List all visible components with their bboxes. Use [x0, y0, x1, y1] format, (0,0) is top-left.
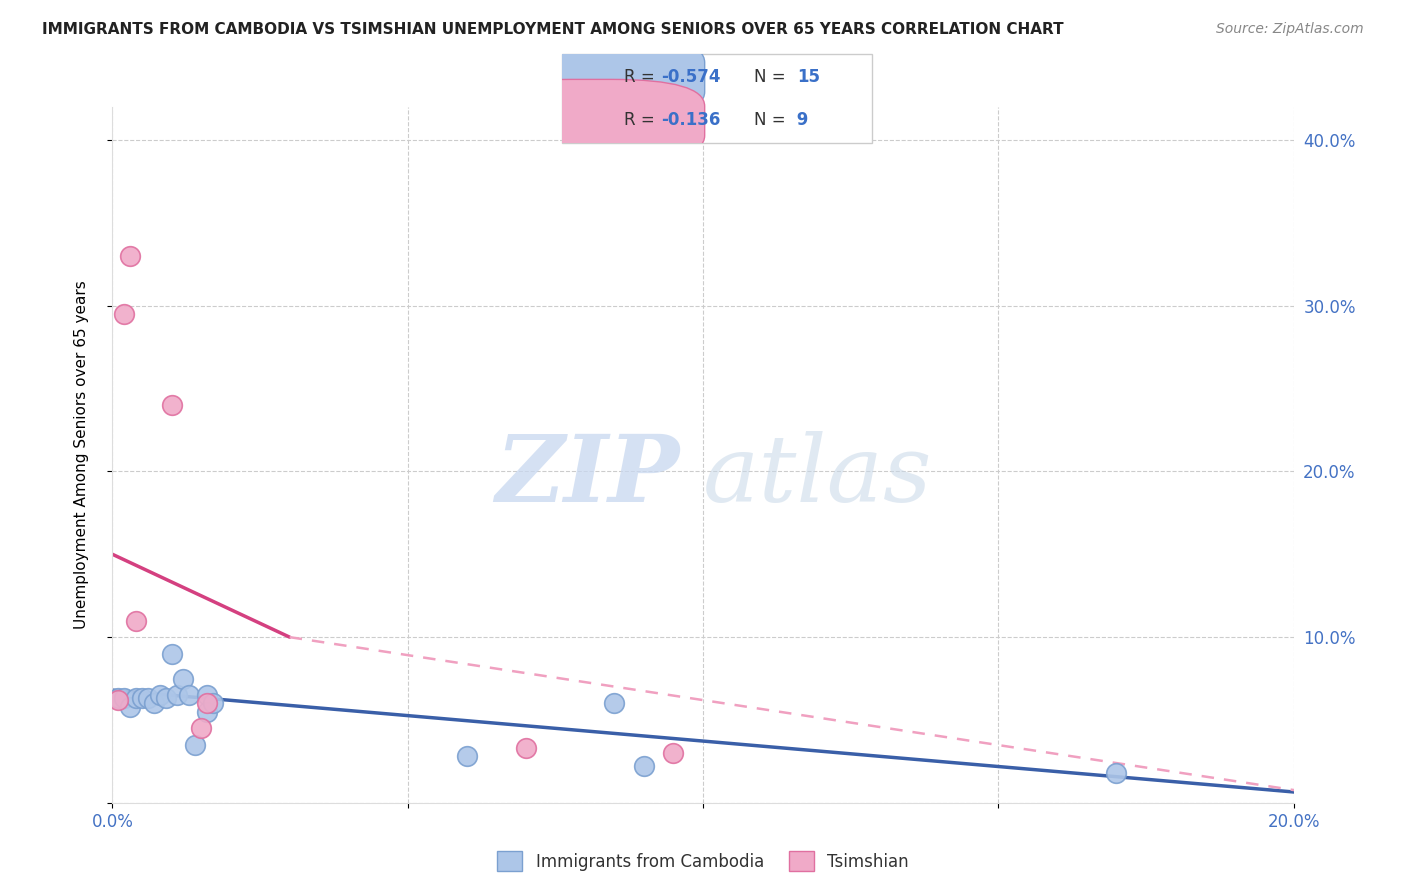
Point: [603, 697, 626, 711]
Point: [633, 759, 655, 773]
Text: N =: N =: [754, 68, 792, 86]
Legend: Immigrants from Cambodia, Tsimshian: Immigrants from Cambodia, Tsimshian: [491, 845, 915, 878]
Point: [184, 738, 207, 752]
Point: [149, 688, 172, 702]
Point: [125, 691, 148, 706]
Point: [456, 749, 478, 764]
Point: [160, 398, 183, 412]
FancyBboxPatch shape: [479, 36, 704, 119]
Text: R =: R =: [624, 68, 661, 86]
Point: [195, 705, 218, 719]
Point: [136, 691, 159, 706]
Point: [107, 693, 129, 707]
Point: [112, 691, 135, 706]
Point: [201, 697, 224, 711]
Point: [107, 691, 129, 706]
Text: IMMIGRANTS FROM CAMBODIA VS TSIMSHIAN UNEMPLOYMENT AMONG SENIORS OVER 65 YEARS C: IMMIGRANTS FROM CAMBODIA VS TSIMSHIAN UN…: [42, 22, 1064, 37]
Point: [195, 697, 218, 711]
Point: [112, 307, 135, 321]
FancyBboxPatch shape: [562, 54, 872, 143]
Text: 15: 15: [797, 68, 821, 86]
Y-axis label: Unemployment Among Seniors over 65 years: Unemployment Among Seniors over 65 years: [75, 281, 89, 629]
Point: [125, 614, 148, 628]
Point: [120, 249, 142, 263]
Point: [160, 647, 183, 661]
Point: [131, 691, 153, 706]
Text: ZIP: ZIP: [495, 431, 679, 521]
Point: [179, 688, 201, 702]
Point: [190, 721, 212, 735]
Point: [155, 691, 177, 706]
Point: [662, 746, 685, 760]
Text: atlas: atlas: [703, 431, 932, 521]
Text: Source: ZipAtlas.com: Source: ZipAtlas.com: [1216, 22, 1364, 37]
Text: -0.574: -0.574: [661, 68, 721, 86]
Point: [1105, 766, 1128, 780]
Point: [166, 688, 188, 702]
Point: [120, 699, 142, 714]
Text: -0.136: -0.136: [661, 111, 721, 128]
Text: N =: N =: [754, 111, 792, 128]
Point: [195, 688, 218, 702]
FancyBboxPatch shape: [479, 79, 704, 162]
Point: [515, 741, 537, 756]
Text: 9: 9: [792, 111, 808, 128]
Text: R =: R =: [624, 111, 661, 128]
Point: [172, 672, 194, 686]
Point: [142, 697, 165, 711]
